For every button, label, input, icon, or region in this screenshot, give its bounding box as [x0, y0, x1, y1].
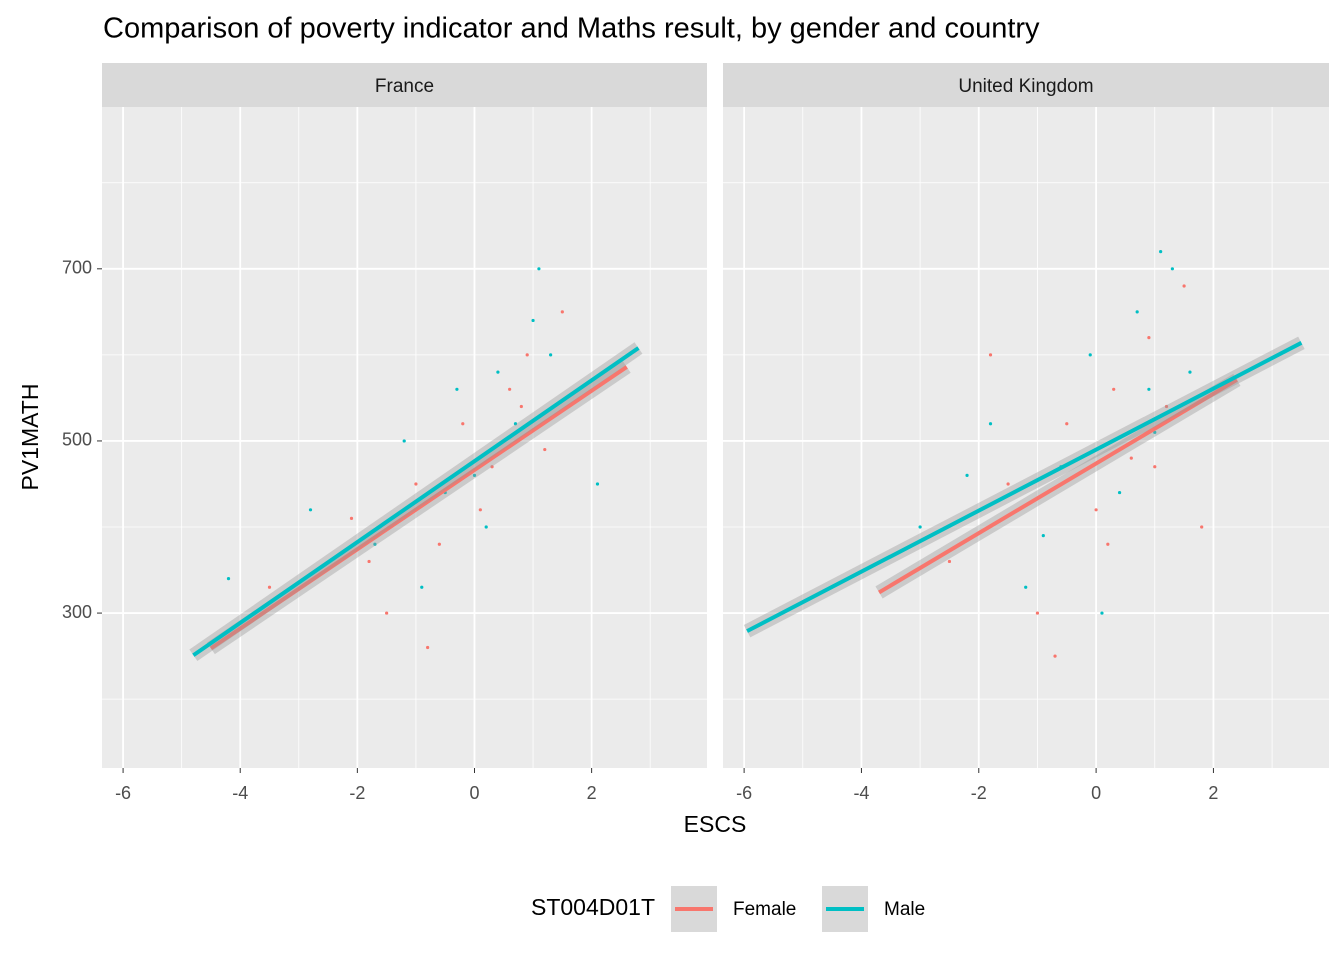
panel: [102, 107, 707, 768]
y-axis-label: PV1MATH: [17, 384, 43, 491]
point: [1041, 534, 1045, 538]
point: [478, 508, 482, 512]
point: [1147, 336, 1151, 340]
point: [461, 422, 465, 426]
point: [1024, 585, 1028, 589]
y-tick-label: 700: [62, 258, 92, 278]
point: [484, 525, 488, 529]
y-tick-label: 300: [62, 602, 92, 622]
x-tick-label: 0: [1091, 783, 1101, 803]
point: [508, 387, 512, 391]
point: [414, 482, 418, 486]
x-tick-label: -2: [349, 783, 365, 803]
point: [1182, 284, 1186, 288]
legend-label: Female: [733, 899, 796, 920]
strip: [723, 63, 1329, 107]
point: [402, 439, 406, 443]
point: [918, 525, 922, 529]
point: [525, 353, 529, 357]
point: [1112, 387, 1116, 391]
point: [472, 473, 477, 477]
point: [226, 577, 231, 581]
point: [1117, 490, 1122, 495]
point: [1147, 387, 1151, 391]
point: [496, 370, 500, 374]
point: [1094, 508, 1098, 512]
point: [267, 585, 272, 589]
point: [965, 473, 969, 477]
point: [537, 267, 541, 271]
point: [1200, 525, 1204, 529]
point: [349, 516, 354, 521]
point: [1153, 465, 1157, 469]
point: [1006, 482, 1010, 486]
point: [1135, 310, 1139, 314]
fit-line: [192, 346, 640, 657]
strip-label: France: [375, 76, 434, 97]
point: [519, 404, 523, 409]
fit-line: [878, 378, 1238, 595]
point: [549, 353, 553, 357]
strip: [102, 63, 707, 107]
point: [490, 465, 494, 469]
point: [1100, 611, 1104, 615]
point: [947, 559, 952, 564]
x-axis-label: ESCS: [684, 811, 747, 837]
legend-title: ST004D01T: [531, 894, 655, 920]
point: [595, 482, 600, 486]
x-tick-label: 2: [1208, 783, 1218, 803]
point: [385, 611, 389, 615]
point: [426, 645, 430, 650]
point: [1065, 422, 1069, 426]
point: [1170, 267, 1174, 271]
point: [531, 318, 535, 323]
point: [988, 353, 993, 357]
point: [367, 559, 371, 564]
point: [988, 422, 993, 426]
fit-line: [746, 341, 1303, 633]
panel: [723, 107, 1329, 768]
x-tick-label: -6: [736, 783, 752, 803]
chart-title: Comparison of poverty indicator and Math…: [103, 13, 1040, 45]
x-tick-label: -2: [971, 783, 987, 803]
legend-label: Male: [884, 899, 925, 920]
point: [373, 542, 377, 546]
point: [1159, 249, 1163, 254]
y-tick-label: 500: [62, 430, 92, 450]
point: [437, 542, 441, 546]
x-tick-label: 2: [587, 783, 597, 803]
point: [543, 447, 547, 452]
x-tick-label: -4: [232, 783, 248, 803]
point: [1035, 611, 1040, 615]
point: [1188, 370, 1192, 374]
point: [1153, 430, 1157, 434]
point: [1164, 404, 1169, 409]
strip-label: United Kingdom: [958, 76, 1093, 97]
fit-line: [209, 365, 628, 651]
point: [455, 387, 459, 391]
x-tick-label: -4: [853, 783, 869, 803]
point: [420, 585, 424, 589]
x-tick-label: -6: [115, 783, 131, 803]
point: [1053, 654, 1057, 658]
x-tick-label: 0: [469, 783, 479, 803]
point: [560, 310, 564, 314]
point: [1088, 353, 1092, 357]
point: [1106, 542, 1110, 546]
point: [308, 508, 313, 512]
point: [513, 422, 518, 426]
point: [1129, 456, 1133, 460]
